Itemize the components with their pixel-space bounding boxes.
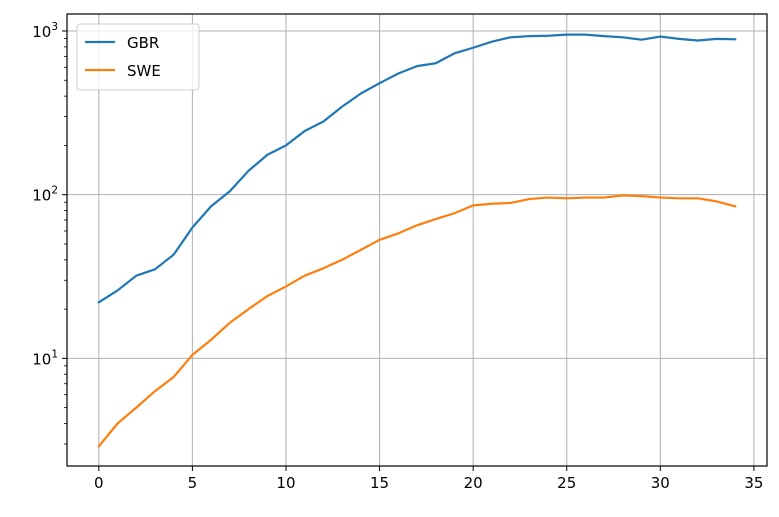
x-tick-label: 5 bbox=[188, 474, 198, 492]
x-tick-label: 35 bbox=[744, 474, 763, 492]
legend-label-swe: SWE bbox=[127, 62, 161, 80]
y-tick-label: 101 bbox=[32, 348, 58, 368]
x-tick-label: 25 bbox=[557, 474, 576, 492]
legend-box bbox=[76, 23, 200, 91]
x-tick-label: 0 bbox=[94, 474, 104, 492]
y-tick-label: 102 bbox=[32, 185, 58, 205]
x-tick-label: 10 bbox=[276, 474, 295, 492]
legend: GBR SWE bbox=[76, 23, 200, 91]
y-axis-ticks: 101 102 103 bbox=[32, 21, 67, 368]
series-line-gbr bbox=[97, 33, 737, 304]
x-axis-ticks: 0 5 10 15 20 25 30 35 bbox=[94, 466, 763, 492]
series-line-swe bbox=[97, 194, 737, 448]
x-tick-label: 15 bbox=[370, 474, 389, 492]
legend-label-gbr: GBR bbox=[127, 34, 159, 52]
plot-frame bbox=[66, 13, 768, 467]
x-tick-label: 30 bbox=[651, 474, 670, 492]
x-tick-label: 20 bbox=[464, 474, 483, 492]
y-tick-label: 103 bbox=[32, 21, 58, 41]
series-lines bbox=[97, 33, 737, 448]
